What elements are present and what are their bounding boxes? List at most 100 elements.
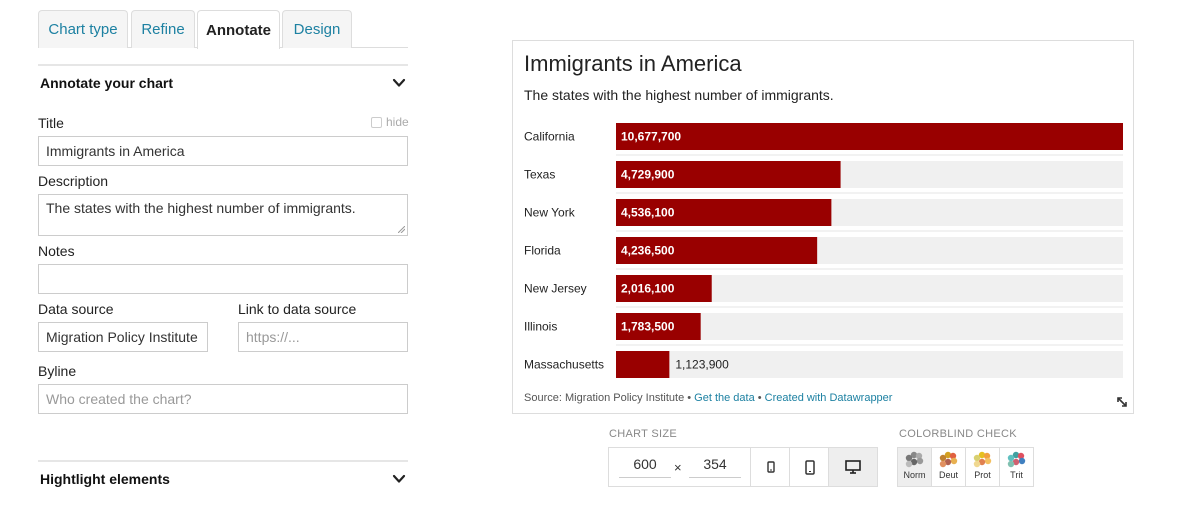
bar-track — [616, 351, 1123, 378]
description-textarea[interactable]: The states with the highest number of im… — [38, 194, 408, 236]
description-label: Description — [38, 173, 109, 189]
colorblind-mode-label: Norm — [903, 470, 926, 480]
mobile-large-button[interactable] — [789, 448, 829, 486]
data-source-input[interactable]: Migration Policy Institute — [38, 322, 208, 352]
colorblind-mode-label: Deut — [938, 470, 958, 480]
palette-dot — [944, 451, 951, 459]
footer-source: Source: Migration Policy Institute — [524, 392, 685, 404]
bar-category-label: New Jersey — [524, 282, 587, 296]
description-text: The states with the highest number of im… — [46, 200, 356, 216]
hide-label: hide — [386, 115, 409, 129]
colorblind-mode-label: Prot — [974, 470, 991, 480]
chart-description: The states with the highest number of im… — [524, 87, 834, 103]
bar-value-label: 4,729,900 — [621, 168, 675, 182]
palette-dot — [915, 452, 922, 460]
bar-category-label: Florida — [524, 244, 561, 258]
notes-input[interactable] — [38, 264, 408, 294]
desktop-button[interactable] — [828, 448, 877, 486]
footer-separator: • — [754, 392, 765, 404]
link-input[interactable]: https://... — [238, 322, 408, 352]
bar-chart: California 10,677,700 Texas 4,729,900 New Yo… — [524, 123, 1123, 378]
tab-refine[interactable]: Refine — [131, 10, 195, 48]
bar-value-label: 1,783,500 — [621, 320, 675, 334]
bar-category-label: New York — [524, 206, 576, 220]
bar-value-label: 4,236,500 — [621, 244, 675, 258]
bar — [616, 313, 701, 340]
palette-dot — [973, 460, 980, 468]
byline-label: Byline — [38, 363, 77, 379]
bar-value-label: 4,536,100 — [621, 206, 675, 220]
bar-category-label: Illinois — [524, 320, 557, 334]
colorblind-label: COLORBLIND CHECK — [899, 428, 1017, 440]
highlight-section-header[interactable]: Hightlight elements — [38, 460, 408, 496]
chart-size-label: CHART SIZE — [609, 428, 677, 440]
chart-size-controls: 600 × 354 — [608, 447, 878, 487]
footer-separator: • — [684, 392, 695, 404]
bar-value-label: 10,677,700 — [621, 130, 681, 144]
colorblind-prot-button[interactable]: Prot — [965, 447, 1000, 487]
palette-dot — [973, 454, 980, 462]
link-label: Link to data source — [238, 301, 357, 317]
chevron-down-icon[interactable] — [392, 76, 406, 90]
annotate-section-header[interactable]: Annotate your chart — [38, 64, 408, 100]
editor-tabs: Chart type Refine Annotate Design — [38, 10, 408, 49]
palette-dot — [939, 460, 946, 468]
palette-dots-icon — [905, 451, 923, 468]
datawrapper-link[interactable]: Created with Datawrapper — [764, 392, 893, 404]
phone-small-icon — [766, 461, 775, 473]
tab-chart-type[interactable]: Chart type — [38, 10, 128, 48]
bar-value-label: 2,016,100 — [621, 282, 675, 296]
annotate-section-title: Annotate your chart — [40, 75, 174, 91]
bar-category-label: Massachusetts — [524, 358, 604, 372]
notes-label: Notes — [38, 243, 75, 259]
title-input[interactable]: Immigrants in America — [38, 136, 408, 166]
palette-dot — [1018, 457, 1025, 465]
colorblind-trit-button[interactable]: Trit — [999, 447, 1034, 487]
chart-footer: Source: Migration Policy Institute • Get… — [524, 392, 892, 404]
colorblind-deut-button[interactable]: Deut — [931, 447, 966, 487]
palette-dot — [949, 452, 956, 460]
title-label: Title — [38, 115, 64, 131]
bar — [616, 123, 1123, 150]
palette-dot — [905, 454, 912, 462]
desktop-icon — [845, 460, 861, 474]
bar — [616, 275, 712, 302]
bar — [616, 199, 832, 226]
bar — [616, 237, 818, 264]
resize-grip-icon[interactable] — [398, 226, 405, 233]
chart-height-input[interactable]: 354 — [689, 456, 741, 478]
mobile-small-button[interactable] — [750, 448, 790, 486]
tab-design[interactable]: Design — [282, 10, 352, 48]
palette-dot — [944, 458, 951, 466]
palette-dot — [1012, 458, 1019, 466]
palette-dot — [905, 460, 912, 468]
palette-dot — [910, 458, 917, 466]
phone-icon — [804, 459, 815, 475]
highlight-section-title: Hightlight elements — [40, 471, 170, 487]
bar — [616, 161, 841, 188]
bar-value-label: 1,123,900 — [675, 358, 729, 372]
tab-annotate[interactable]: Annotate — [197, 10, 280, 49]
size-x-symbol: × — [674, 460, 682, 475]
palette-dot — [983, 452, 990, 460]
palette-dot — [1012, 451, 1019, 459]
resize-handle-icon[interactable] — [1116, 396, 1128, 408]
chart-title: Immigrants in America — [524, 51, 742, 76]
palette-dot — [910, 451, 917, 459]
chevron-down-icon[interactable] — [392, 472, 406, 486]
colorblind-mode-label: Trit — [1010, 470, 1023, 480]
colorblind-norm-button[interactable]: Norm — [897, 447, 932, 487]
colorblind-controls: Norm Deut Prot Trit — [897, 447, 1034, 487]
chart-width-input[interactable]: 600 — [619, 456, 671, 478]
palette-dot — [978, 451, 985, 459]
palette-dots-icon — [973, 451, 991, 468]
palette-dot — [984, 457, 991, 465]
data-source-label: Data source — [38, 301, 114, 317]
get-data-link[interactable]: Get the data — [694, 392, 755, 404]
palette-dots-icon — [939, 451, 957, 468]
palette-dot — [1007, 460, 1014, 468]
hide-checkbox[interactable] — [371, 116, 382, 128]
palette-dots-icon — [1007, 451, 1025, 468]
title-hide-toggle[interactable]: hide — [371, 115, 409, 129]
byline-input[interactable]: Who created the chart? — [38, 384, 408, 414]
